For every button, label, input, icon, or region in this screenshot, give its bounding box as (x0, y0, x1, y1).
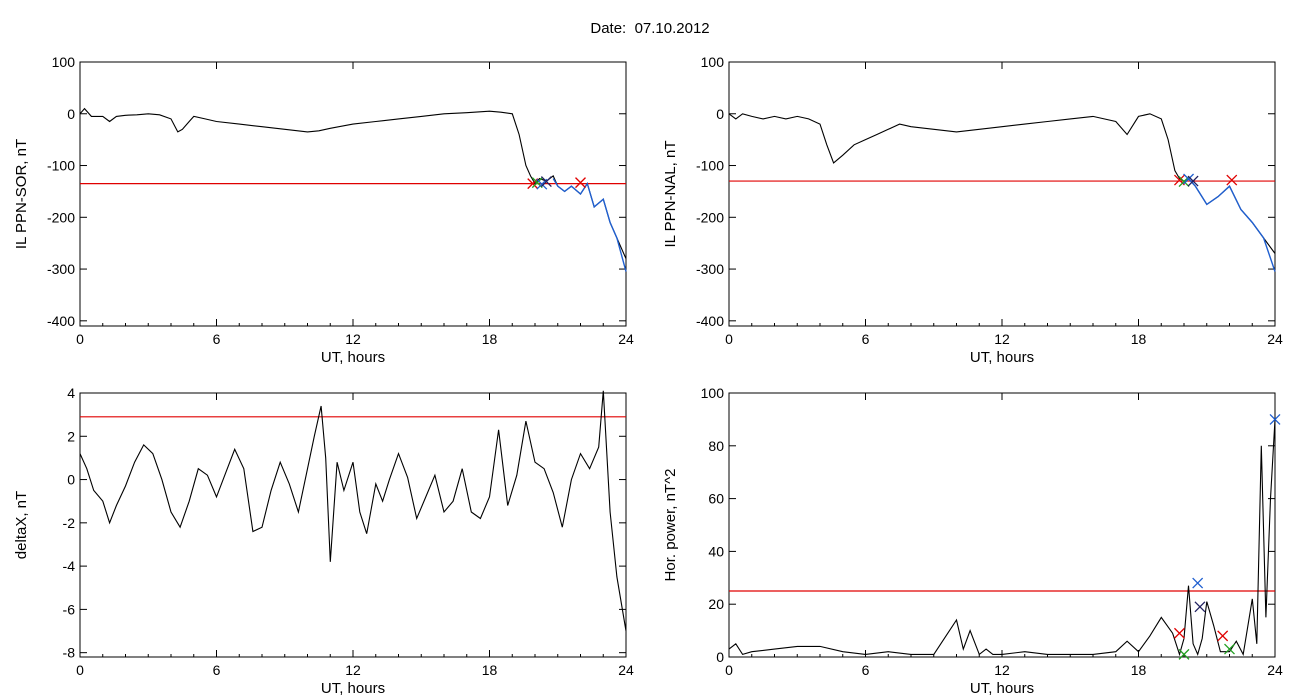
chart-power-marker-0-b (1173, 627, 1185, 639)
chart-sor-ytick-label-4: -300 (47, 261, 75, 277)
chart-power-ytick-label-5: 0 (716, 649, 724, 665)
chart-nal-ylabel: IL PPN-NAL, nT (662, 141, 679, 248)
chart-deltax-xtick-label-2: 12 (345, 662, 361, 678)
chart-power-xtick-label-0: 0 (725, 662, 733, 678)
chart-nal-marker-4-b (1226, 174, 1238, 186)
chart-nal-ytick-label-3: -200 (696, 209, 724, 225)
chart-deltax-frame (79, 392, 627, 658)
chart-power-ytick-label-0: 100 (701, 385, 725, 401)
chart-sor-ytick-label-0: 100 (52, 54, 76, 70)
chart-power-xlabel: UT, hours (970, 680, 1034, 697)
chart-sor-ytick-label-3: -200 (47, 209, 75, 225)
chart-nal-xtick-label-2: 12 (994, 331, 1010, 347)
chart-power-marker-2-b (1192, 577, 1204, 589)
chart-nal-xtick-label-1: 6 (862, 331, 870, 347)
chart-power-xtick-label-2: 12 (994, 662, 1010, 678)
chart-sor-frame (79, 61, 627, 327)
chart-power-marker-4-b (1217, 630, 1229, 642)
chart-deltax-ytick-label-6: -8 (63, 645, 76, 661)
chart-deltax-ytick-label-2: 0 (67, 472, 75, 488)
chart-sor-xtick-label-3: 18 (482, 331, 498, 347)
chart-nal-marker-3-b (1187, 175, 1199, 187)
chart-sor-xtick-label-0: 0 (76, 331, 84, 347)
chart-sor-marker-4-b (575, 177, 586, 189)
chart-sor-xtick-label-4: 24 (618, 331, 634, 347)
chart-sor-ytick-label-5: -400 (47, 313, 75, 329)
chart-deltax-xtick-label-1: 6 (213, 662, 221, 678)
chart-power-ytick-label-4: 20 (708, 596, 724, 612)
chart-power-xtick-label-3: 18 (1131, 662, 1147, 678)
chart-sor-marker-1-b (531, 177, 543, 189)
chart-power-ytick-label-3: 40 (708, 543, 724, 559)
chart-sor-xtick-label-2: 12 (345, 331, 361, 347)
chart-sor-marker-3-b (540, 176, 552, 188)
chart-sor-marker-0-b (527, 178, 539, 190)
chart-deltax-ytick-label-3: -2 (63, 515, 76, 531)
chart-power-marker-6-b (1269, 413, 1281, 425)
chart-nal-xtick-label-4: 24 (1267, 331, 1283, 347)
chart-deltax-xlabel: UT, hours (321, 680, 385, 697)
chart-sor-xtick-label-1: 6 (213, 331, 221, 347)
date-label: Date: (590, 20, 627, 37)
chart-nal-ytick-label-4: -300 (696, 261, 724, 277)
chart-deltax-series-0 (79, 390, 627, 632)
chart-nal-xtick-label-0: 0 (725, 331, 733, 347)
chart-power-marker-3-b (1194, 601, 1206, 613)
chart-nal-marker-0-b (1173, 174, 1185, 186)
chart-power-marker-5-b (1224, 643, 1235, 655)
chart-power-series-0 (728, 419, 1276, 657)
chart-power-ytick-label-2: 60 (708, 491, 724, 507)
chart-nal-ytick-label-2: -100 (696, 158, 724, 174)
chart-power-xtick-label-4: 24 (1267, 662, 1283, 678)
chart-nal-xtick-label-3: 18 (1131, 331, 1147, 347)
chart-nal-xlabel: UT, hours (970, 349, 1034, 366)
chart-power-ytick-label-1: 80 (708, 438, 724, 454)
date-header: Date: 07.10.2012 (0, 20, 1300, 37)
chart-nal-ytick-label-1: 0 (716, 106, 724, 122)
chart-power-xtick-label-1: 6 (862, 662, 870, 678)
chart-nal-frame (728, 61, 1276, 327)
chart-sor-xlabel: UT, hours (321, 349, 385, 366)
chart-sor-highlight-series (552, 178, 627, 272)
chart-deltax-xtick-label-3: 18 (482, 662, 498, 678)
chart-nal-ytick-label-5: -400 (696, 313, 724, 329)
chart-deltax-xtick-label-0: 0 (76, 662, 84, 678)
chart-nal-ytick-label-0: 100 (701, 54, 725, 70)
chart-nal-highlight-series (1183, 177, 1276, 272)
date-value: 07.10.2012 (634, 20, 710, 37)
chart-sor-ylabel: IL PPN-SOR, nT (13, 139, 30, 249)
chart-sor-ytick-label-1: 0 (67, 106, 75, 122)
chart-deltax-xtick-label-4: 24 (618, 662, 634, 678)
chart-deltax-ytick-label-4: -4 (63, 558, 76, 574)
chart-deltax-ytick-label-1: 2 (67, 428, 75, 444)
chart-power-marker-1-b (1178, 648, 1190, 660)
chart-power-ylabel: Hor. power, nT^2 (662, 469, 679, 582)
chart-nal-marker-2-b (1183, 173, 1195, 185)
chart-deltax-ytick-label-5: -6 (63, 601, 76, 617)
chart-power-frame (728, 392, 1276, 658)
chart-sor-ytick-label-2: -100 (47, 158, 75, 174)
chart-deltax-ytick-label-0: 4 (67, 385, 75, 401)
chart-deltax-ylabel: deltaX, nT (13, 491, 30, 559)
